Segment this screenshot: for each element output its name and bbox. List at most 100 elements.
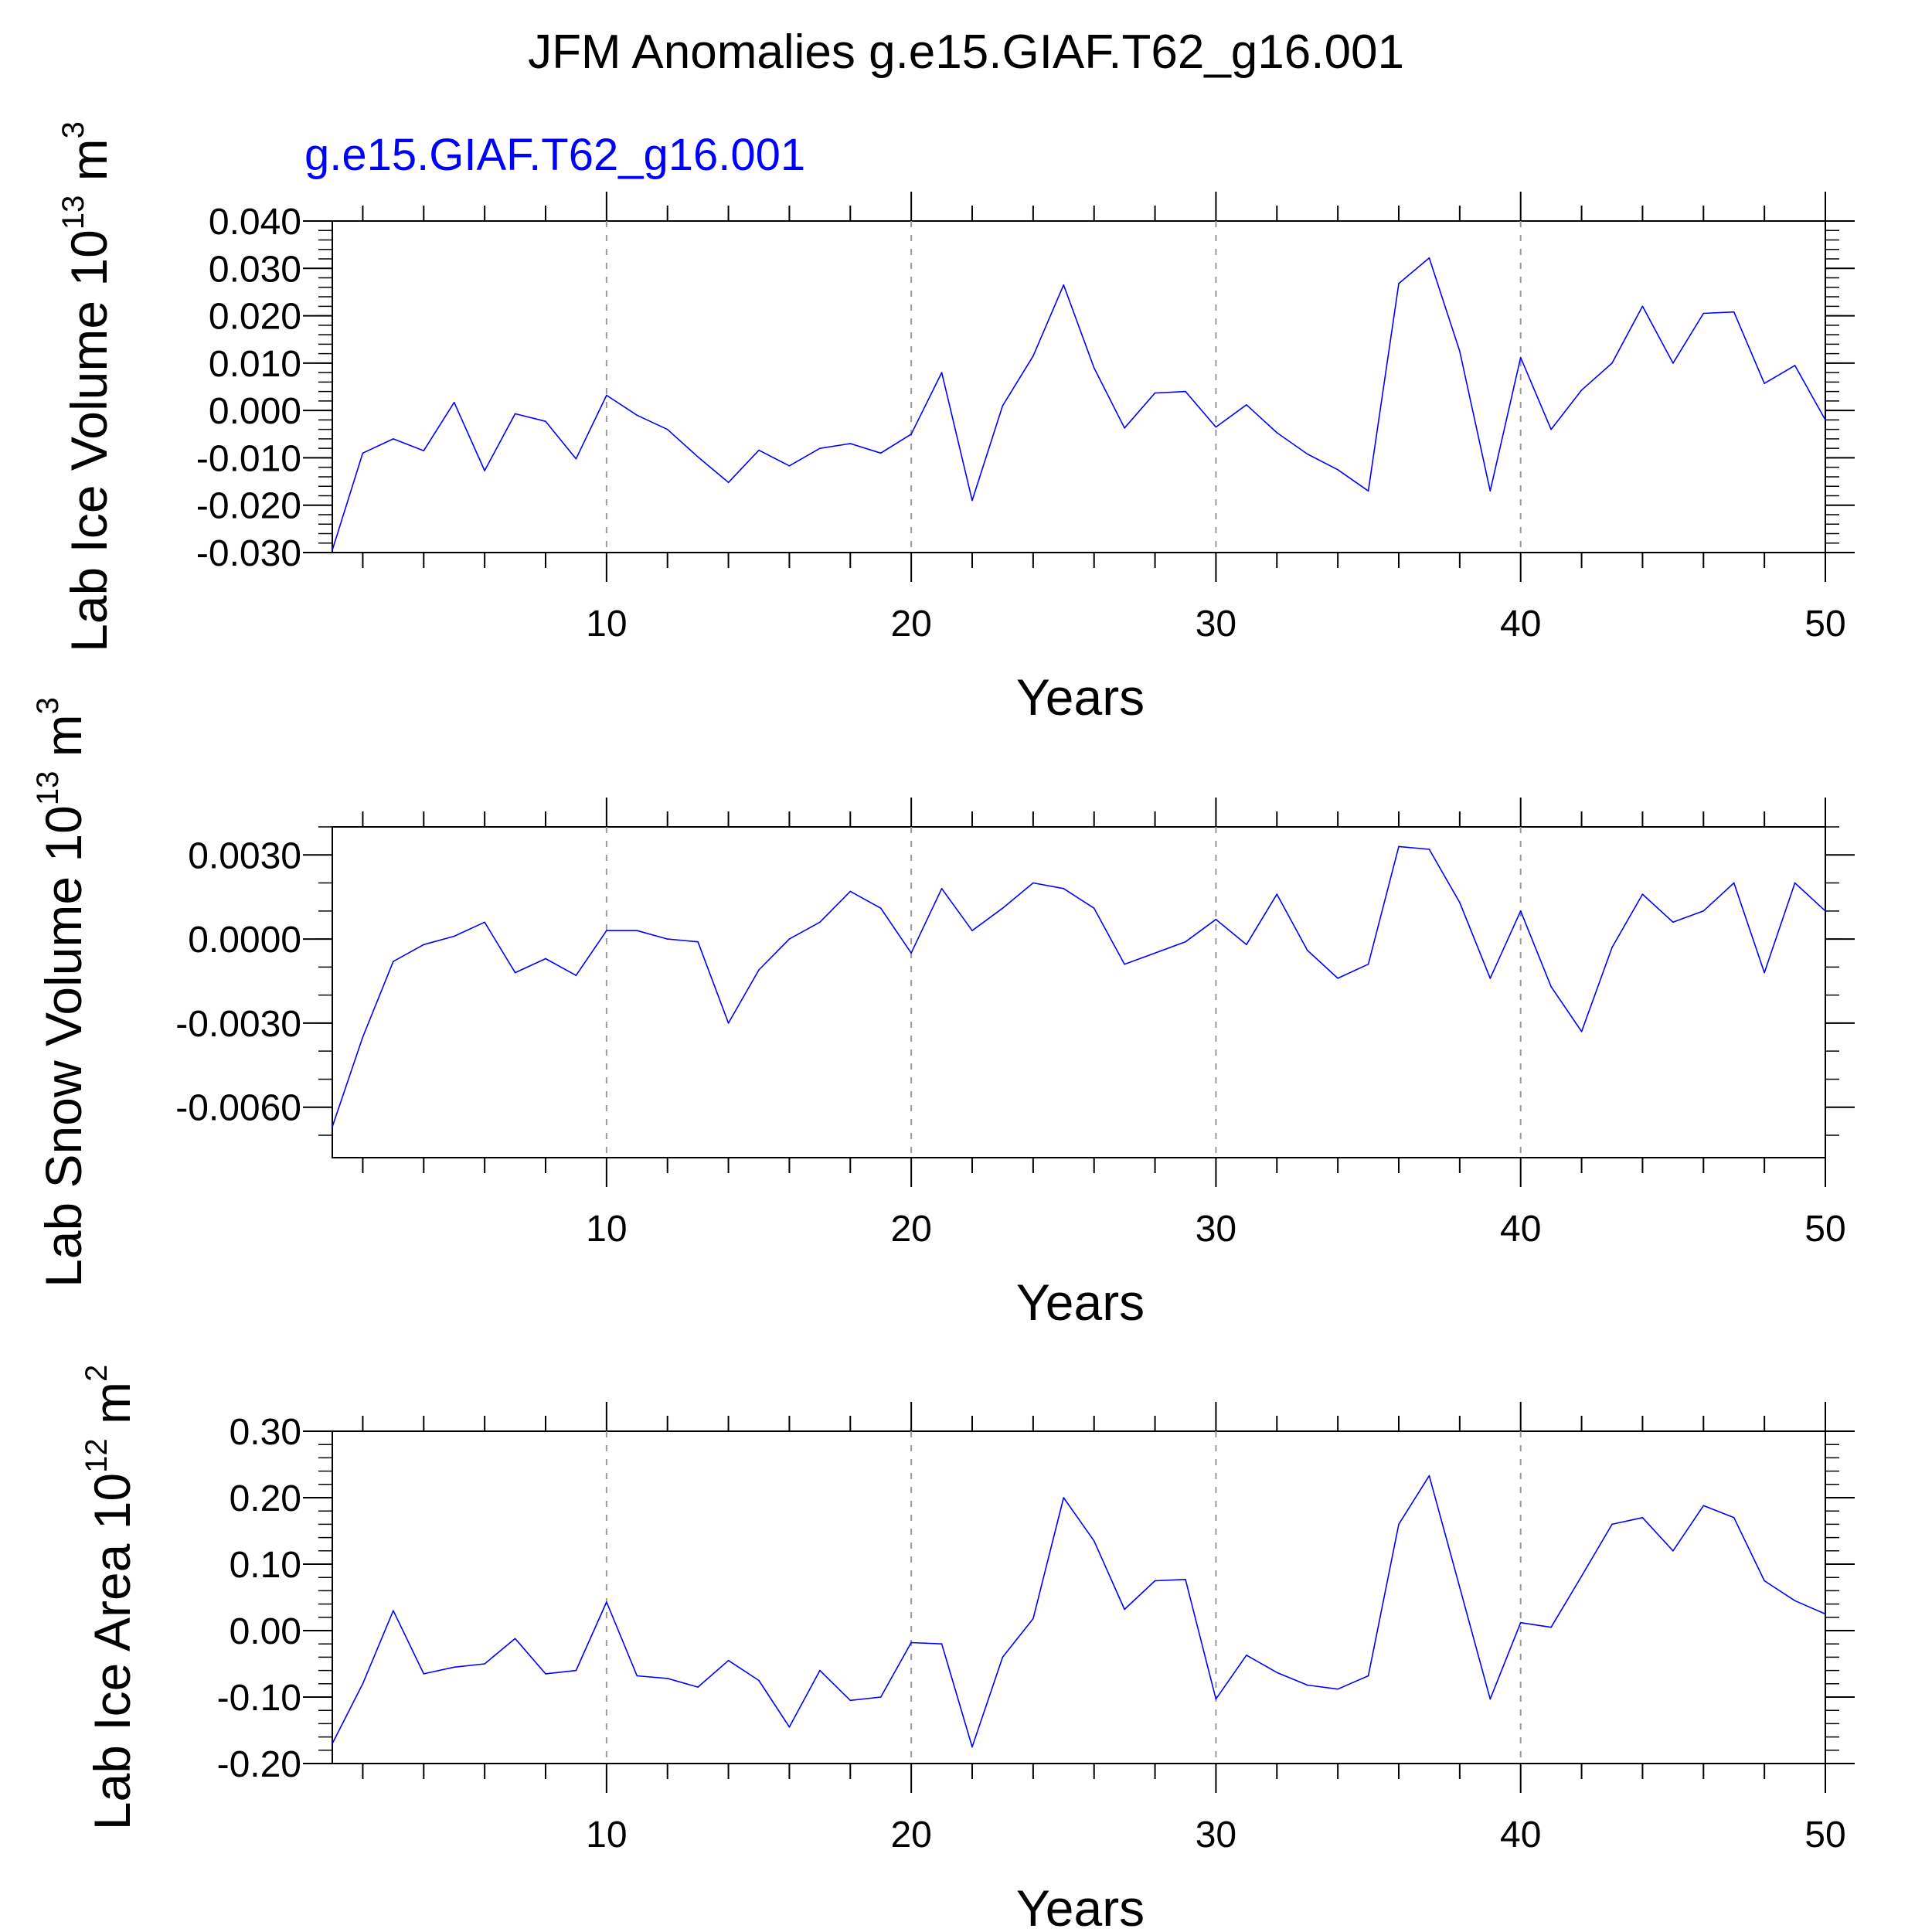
data-point — [1398, 845, 1400, 848]
data-point — [788, 465, 791, 467]
x-axis-label: Years — [1016, 668, 1145, 726]
data-point — [1002, 1656, 1004, 1658]
data-point — [606, 1601, 607, 1603]
data-point — [453, 935, 455, 937]
y-tick-label: 0.00 — [230, 1611, 301, 1652]
y-tick-label: 0.010 — [209, 344, 301, 385]
y-axis-label-exponent: 13 — [31, 771, 65, 806]
data-point — [1306, 453, 1308, 455]
data-point — [393, 1610, 394, 1611]
data-point — [1215, 918, 1217, 920]
data-point — [1398, 1523, 1400, 1526]
data-point — [1489, 978, 1492, 979]
data-point — [1611, 362, 1613, 364]
data-point — [1489, 1698, 1492, 1700]
data-point — [849, 890, 852, 893]
data-point — [1550, 428, 1552, 430]
x-axis-label: Years — [1016, 1274, 1145, 1331]
data-point — [332, 1743, 333, 1744]
data-point — [1580, 389, 1583, 391]
data-point — [1124, 963, 1125, 965]
y-axis-label-text: Lab Ice Volume 10 — [60, 230, 117, 652]
data-point — [514, 971, 516, 974]
data-point — [1428, 849, 1430, 850]
y-axis-label-unit: m — [60, 138, 117, 195]
data-point — [727, 1659, 730, 1662]
data-point — [1032, 355, 1034, 357]
data-point — [1032, 882, 1034, 884]
data-point — [1764, 383, 1765, 385]
x-tick-label: 50 — [1804, 604, 1845, 645]
y-axis-label-unit: m — [35, 714, 92, 770]
y-axis-label-unit-exponent: 3 — [56, 121, 90, 138]
data-point — [1580, 1575, 1583, 1577]
data-point — [1489, 490, 1492, 492]
series-line — [332, 1475, 1826, 1748]
data-point — [1215, 426, 1217, 428]
data-point — [393, 438, 394, 440]
y-axis-label-exponent: 13 — [56, 196, 90, 230]
data-point — [575, 975, 577, 977]
series-line — [332, 845, 1826, 1128]
data-point — [1337, 1688, 1338, 1690]
data-point — [1702, 1505, 1705, 1507]
data-point — [971, 930, 973, 932]
data-point — [1002, 405, 1004, 406]
data-point — [1794, 882, 1796, 884]
data-point — [1428, 257, 1430, 259]
data-point — [1246, 944, 1247, 946]
y-tick-label: 0.10 — [230, 1545, 301, 1586]
data-point — [453, 1666, 455, 1668]
data-point — [1519, 1621, 1522, 1624]
data-point — [940, 887, 943, 889]
y-axis-label-text: Lab Ice Area 10 — [83, 1473, 141, 1830]
data-point — [1702, 312, 1705, 315]
x-tick-label: 10 — [586, 1815, 627, 1855]
y-tick-label: 0.040 — [209, 202, 301, 243]
data-point — [1733, 1517, 1735, 1519]
data-point — [423, 1673, 425, 1675]
y-axis-label-unit-exponent: 3 — [31, 697, 65, 714]
data-point — [514, 1638, 516, 1640]
data-point — [1093, 367, 1095, 369]
panels: 0.040 0.030 0.020 0.010 0.000 -0.010 -0.020 -0.… — [31, 121, 1855, 1932]
data-point — [758, 969, 760, 971]
data-point — [1124, 427, 1125, 429]
data-point — [1215, 1698, 1217, 1700]
data-point — [636, 1675, 638, 1677]
data-point — [1063, 1497, 1065, 1498]
y-tick-label: -0.20 — [217, 1744, 301, 1785]
data-point — [484, 1663, 485, 1665]
data-point — [1398, 283, 1400, 284]
data-point — [1185, 940, 1186, 943]
data-point — [1154, 952, 1156, 954]
data-point — [1063, 284, 1065, 286]
data-point — [727, 1022, 730, 1024]
y-tick-label: 0.020 — [209, 297, 301, 338]
data-point — [1337, 468, 1338, 471]
panel-3: 0.30 0.20 0.10 0.00 -0.10 -0.20 10 20 30 40 50 Year… — [80, 1365, 1855, 1932]
data-point — [1672, 1550, 1674, 1552]
data-point — [1733, 882, 1735, 884]
data-point — [1367, 963, 1369, 965]
data-point — [1825, 1613, 1826, 1615]
data-point — [423, 944, 425, 946]
data-point — [1733, 311, 1735, 313]
y-axis-label-exponent: 12 — [80, 1438, 114, 1473]
data-point — [1550, 1626, 1552, 1628]
data-point — [758, 449, 760, 451]
data-point — [1185, 1578, 1186, 1580]
data-point — [1002, 907, 1004, 909]
x-tick-label: 10 — [586, 604, 627, 645]
data-point — [332, 1126, 333, 1128]
data-point — [1641, 893, 1644, 895]
y-tick-label: 0.30 — [230, 1412, 301, 1453]
data-point — [423, 450, 425, 452]
y-tick-label: -0.10 — [217, 1678, 301, 1719]
data-point — [1428, 1475, 1430, 1477]
data-point — [879, 452, 882, 454]
x-tick-label: 20 — [890, 604, 931, 645]
x-tick-label: 30 — [1196, 1815, 1236, 1855]
data-point — [575, 457, 577, 460]
